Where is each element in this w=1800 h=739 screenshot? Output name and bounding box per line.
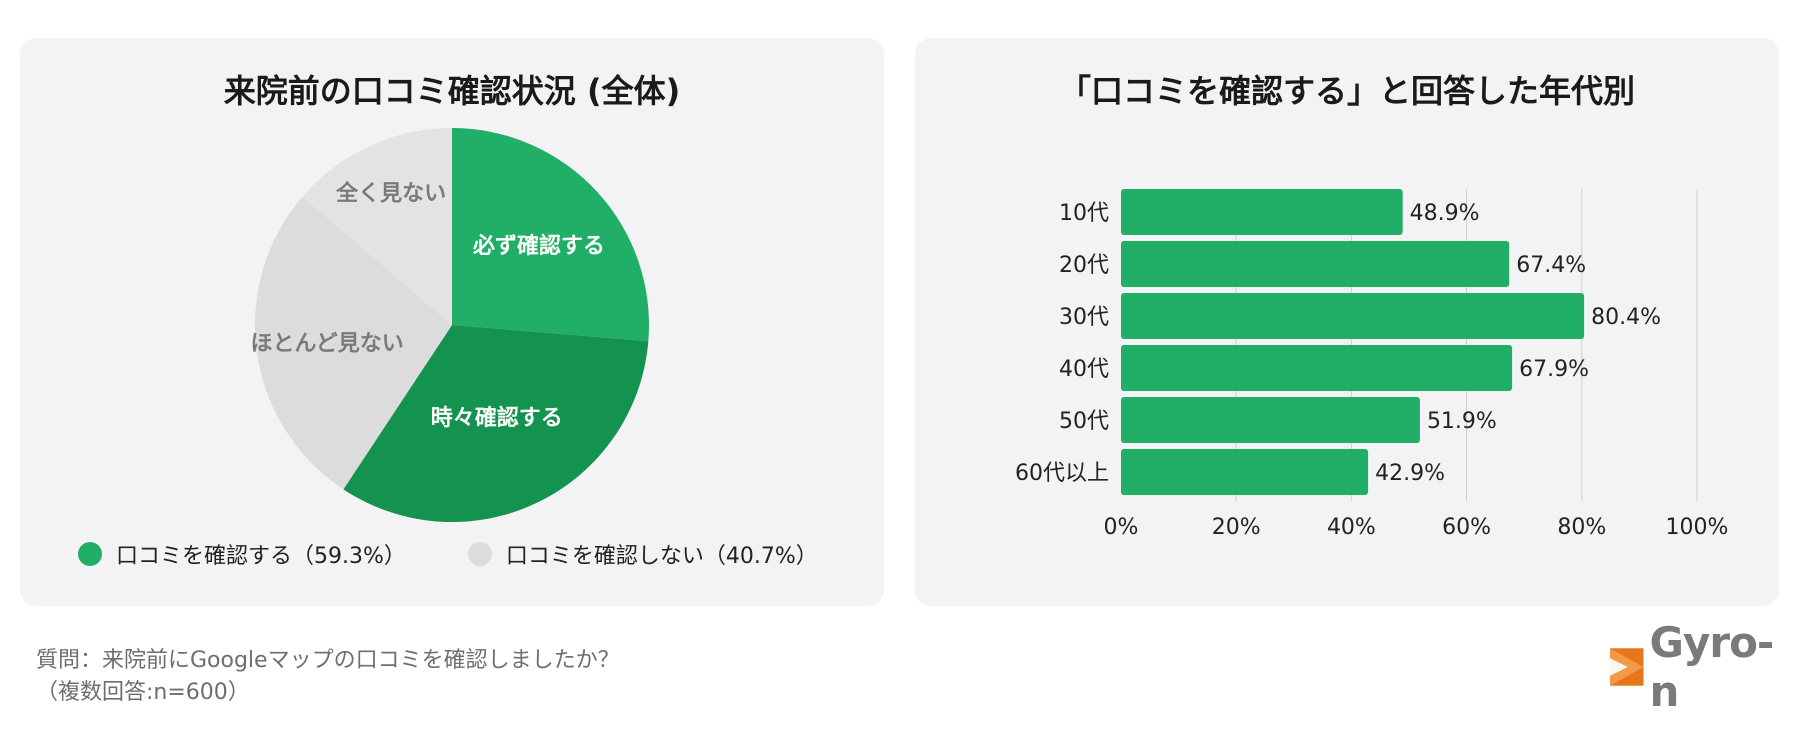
bar: [1121, 241, 1510, 287]
bar-value-label: 67.4%: [1516, 253, 1586, 278]
bar: [1121, 189, 1403, 235]
x-tick-label: 0%: [1104, 515, 1139, 540]
pie-slice: [452, 128, 649, 342]
bar-value-label: 42.9%: [1375, 461, 1445, 486]
legend-swatch-no-check: [467, 542, 492, 566]
bar-chart-title: 「口コミを確認する」と回答した年代別: [1058, 72, 1635, 110]
x-tick-label: 40%: [1327, 515, 1376, 540]
category-label: 10代: [1059, 201, 1109, 226]
category-label: 20代: [1059, 253, 1109, 278]
x-tick-label: 60%: [1442, 515, 1491, 540]
legend-label-check: 口コミを確認する（59.3%）: [116, 544, 406, 569]
pie-slice-label: 時々確認する: [431, 405, 563, 431]
logo-text: Gyro-n: [1649, 618, 1775, 716]
x-tick-label: 20%: [1212, 515, 1261, 540]
legend-item-check: 口コミを確認する（59.3%）: [78, 538, 406, 570]
category-label: 30代: [1059, 305, 1109, 330]
category-label: 50代: [1059, 409, 1109, 434]
pie-slice: [343, 325, 649, 522]
pie-chart-panel: 来院前の口コミ確認状況 (全体) 必ず確認する時々確認する ほとんど見ない 全く見な…: [20, 38, 884, 606]
bar-value-label: 67.9%: [1519, 357, 1589, 382]
sample-size: （複数回答:n=600）: [36, 680, 250, 705]
pie-slice: [302, 128, 452, 325]
legend-item-no-check: 口コミを確認しない（40.7%）: [467, 538, 818, 570]
pie-legend: 口コミを確認する（59.3%） 口コミを確認しない（40.7%）: [78, 538, 864, 570]
category-label: 60代以上: [1015, 461, 1109, 486]
x-tick-label: 100%: [1666, 515, 1729, 540]
legend-label-no-check: 口コミを確認しない（40.7%）: [505, 544, 818, 569]
bar-chart-panel: 「口コミを確認する」と回答した年代別 10代 48.9% 20代 67.4% 30代 80…: [915, 38, 1779, 606]
question-text: 質問：来院前にGoogleマップの口コミを確認しましたか？: [36, 648, 620, 673]
x-tick-label: 80%: [1557, 515, 1606, 540]
logo-mark-icon: [1610, 648, 1644, 686]
category-label: 40代: [1059, 357, 1109, 382]
bar: [1121, 345, 1513, 391]
bar-chart: 10代 48.9% 20代 67.4% 30代 80.4% 40代 67.9% 50代 51.9%…: [1015, 189, 1729, 540]
pie-slice-label: ほとんど見ない: [250, 331, 403, 356]
bar: [1121, 293, 1585, 339]
bar-value-label: 51.9%: [1427, 409, 1497, 434]
pie-slice-label: 全く見ない: [335, 181, 446, 207]
bar: [1121, 397, 1420, 443]
pie-slice: [255, 196, 452, 490]
bar: [1121, 449, 1369, 495]
legend-swatch-check: [78, 542, 102, 566]
brand-logo: Gyro-n: [1610, 618, 1800, 716]
pie-slice-label: 必ず確認する: [473, 233, 605, 259]
bar-value-label: 80.4%: [1591, 305, 1661, 330]
pie-chart-title: 来院前の口コミ確認状況 (全体): [223, 72, 681, 110]
bar-value-label: 48.9%: [1410, 201, 1480, 226]
survey-question: 質問：来院前にGoogleマップの口コミを確認しましたか？ （複数回答:n=60…: [36, 645, 620, 709]
